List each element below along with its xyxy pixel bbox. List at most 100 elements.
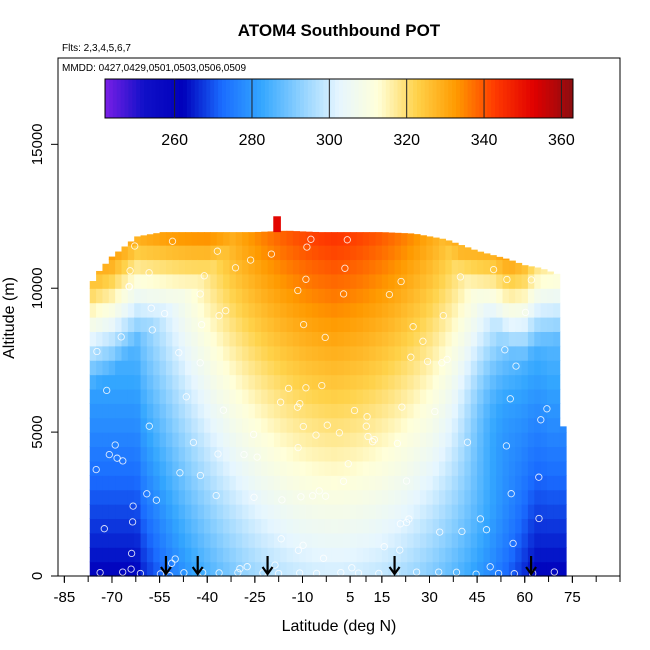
- heatmap-cell: [521, 331, 529, 347]
- heatmap-cell: [432, 331, 440, 347]
- heatmap-cell: [439, 238, 446, 246]
- heatmap-cell: [229, 360, 237, 376]
- heatmap-cell: [324, 489, 332, 505]
- heatmap-cell: [553, 331, 561, 347]
- heatmap-cell: [197, 273, 205, 289]
- heatmap-cell: [185, 504, 192, 520]
- heatmap-cell: [312, 518, 319, 534]
- heatmap-cell: [407, 460, 415, 476]
- sample-marker: [423, 357, 432, 366]
- heatmap-cell: [254, 547, 262, 563]
- heatmap-cell: [413, 518, 421, 534]
- heatmap-cell: [197, 403, 205, 419]
- heatmap-cell: [153, 388, 161, 404]
- heatmap-cell: [121, 403, 129, 419]
- heatmap-cell: [286, 388, 294, 404]
- heatmap-cell: [375, 561, 383, 577]
- heatmap-cell: [102, 432, 110, 448]
- heatmap-cell: [261, 345, 269, 361]
- heatmap-cell: [559, 446, 567, 462]
- heatmap-cell: [229, 232, 237, 246]
- heatmap-cell: [362, 259, 370, 275]
- heatmap-cell: [191, 475, 199, 491]
- heatmap-cell: [324, 388, 332, 404]
- heatmap-cell: [451, 259, 459, 275]
- heatmap-cell: [464, 518, 472, 534]
- heatmap-cell: [496, 388, 504, 404]
- heatmap-cell: [121, 302, 129, 318]
- heatmap-cell: [470, 259, 478, 275]
- heatmap-cell: [127, 446, 135, 462]
- heatmap-cell: [350, 317, 358, 332]
- heatmap-cell: [185, 403, 192, 419]
- sample-marker: [482, 526, 491, 534]
- heatmap-cell: [96, 475, 104, 491]
- heatmap-cell: [197, 331, 205, 347]
- heatmap-cell: [292, 561, 300, 577]
- heatmap-cell: [407, 233, 415, 246]
- heatmap-cell: [534, 532, 542, 548]
- heatmap-cell: [502, 403, 510, 419]
- heatmap-cell: [527, 266, 535, 275]
- heatmap-cell: [305, 561, 313, 577]
- heatmap-cell: [375, 446, 383, 462]
- heatmap-cell: [464, 345, 472, 361]
- heatmap-cell: [267, 245, 275, 261]
- heatmap-cell: [235, 245, 243, 261]
- heatmap-cell: [153, 233, 161, 246]
- colorbar-segment: [210, 79, 215, 118]
- heatmap-cell: [267, 489, 275, 505]
- heatmap-cell: [89, 374, 97, 390]
- heatmap-cell: [185, 489, 192, 505]
- heatmap-cell: [356, 460, 364, 476]
- heatmap-cell: [413, 446, 421, 462]
- heatmap-cell: [426, 317, 434, 332]
- heatmap-cell: [432, 489, 440, 505]
- colorbar-segment: [190, 79, 196, 118]
- colorbar-frame: [104, 78, 574, 119]
- sample-marker: [405, 515, 413, 523]
- heatmap-cell: [140, 446, 148, 462]
- heatmap-cell: [375, 388, 383, 404]
- heatmap-cell: [400, 417, 408, 433]
- sample-marker: [443, 355, 451, 364]
- heatmap-cell: [489, 259, 497, 275]
- colorbar-segment: [280, 79, 285, 118]
- heatmap-cell: [362, 317, 370, 332]
- heatmap-cell: [407, 547, 415, 563]
- heatmap-cell: [369, 302, 377, 318]
- heatmap-cell: [178, 547, 186, 563]
- heatmap-cell: [102, 317, 110, 332]
- heatmap-cell: [521, 489, 529, 505]
- heatmap-cell: [286, 317, 294, 332]
- heatmap-cell: [413, 345, 421, 361]
- heatmap-cell: [343, 259, 351, 275]
- heatmap-cell: [140, 273, 148, 289]
- heatmap-cell: [356, 345, 364, 361]
- colorbar-segment: [354, 79, 359, 118]
- heatmap-cell: [464, 259, 472, 275]
- heatmap-cell: [546, 417, 554, 433]
- colorbar-segment: [339, 79, 344, 118]
- colorbar-segment: [264, 79, 270, 118]
- heatmap-cell: [89, 446, 97, 462]
- heatmap-cell: [229, 245, 237, 261]
- heatmap-cell: [318, 345, 326, 361]
- sample-marker: [489, 265, 498, 274]
- y-axis-label: Altitude (m): [1, 277, 18, 359]
- heatmap-cell: [477, 331, 485, 347]
- heatmap-cell: [407, 360, 415, 376]
- heatmap-cell: [292, 417, 300, 433]
- heatmap-cell: [350, 360, 358, 376]
- heatmap-cell: [324, 317, 332, 332]
- heatmap-cell: [229, 273, 237, 289]
- heatmap-cell: [102, 263, 110, 275]
- heatmap-cell: [318, 460, 326, 476]
- heatmap-cell: [375, 331, 383, 347]
- heatmap-cell: [521, 273, 529, 289]
- colorbar-tick-label: 300: [316, 132, 343, 149]
- heatmap-cell: [235, 302, 243, 318]
- heatmap-cell: [299, 518, 307, 534]
- heatmap-cell: [108, 256, 116, 261]
- heatmap-cell: [235, 504, 243, 520]
